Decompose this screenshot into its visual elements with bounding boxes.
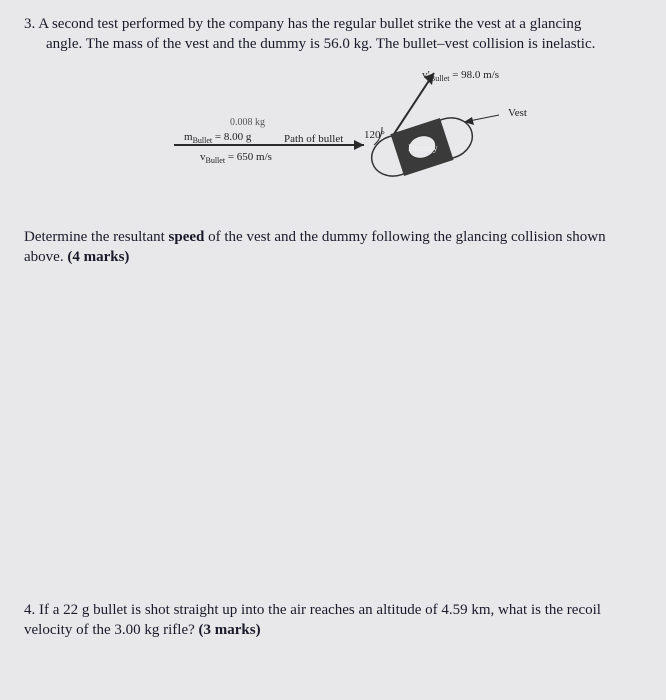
vest-label: Vest xyxy=(508,107,527,119)
m-sym: m xyxy=(184,131,193,143)
q3-determine: Determine the resultant speed of the ves… xyxy=(24,227,638,268)
vprime-val: = 98.0 m/s xyxy=(449,69,499,81)
v-prime-bullet-label: v′Bullet = 98.0 m/s xyxy=(422,69,499,83)
q4-marks: (3 marks) xyxy=(199,622,261,638)
m-val: = 8.00 g xyxy=(212,131,251,143)
q3-number: 3. xyxy=(24,16,35,32)
q4-number: 4. xyxy=(24,602,35,618)
path-label: Path of bullet xyxy=(284,133,343,145)
q3-line1: A second test performed by the company h… xyxy=(38,16,581,32)
q3-diagram: v′Bullet = 98.0 m/s Vest 0.008 kg mBulle… xyxy=(24,67,638,207)
q3-marks: (4 marks) xyxy=(67,249,129,265)
question-4: 4. If a 22 g bullet is shot straight up … xyxy=(24,600,638,641)
dummy-label: Dummy xyxy=(408,143,438,153)
m-sub: Bullet xyxy=(193,136,213,145)
q3-para1: 3. A second test performed by the compan… xyxy=(24,14,638,55)
vprime-sym: v′ xyxy=(422,69,430,81)
mass-annotation: 0.008 kg xyxy=(230,117,265,128)
v-val: = 650 m/s xyxy=(225,151,272,163)
q3-det-speed: speed xyxy=(169,229,205,245)
vprime-sub: Bullet xyxy=(430,74,450,83)
q3-line2: angle. The mass of the vest and the dumm… xyxy=(46,36,595,52)
v-sub: Bullet xyxy=(206,156,226,165)
angle-label: 120° xyxy=(364,129,385,141)
q4-text: If a 22 g bullet is shot straight up int… xyxy=(24,602,601,638)
question-3: 3. A second test performed by the compan… xyxy=(24,14,638,267)
m-bullet-label: mBullet = 8.00 g xyxy=(184,131,251,145)
v-bullet-label: vBullet = 650 m/s xyxy=(200,151,272,165)
q3-det-a: Determine the resultant xyxy=(24,229,169,245)
